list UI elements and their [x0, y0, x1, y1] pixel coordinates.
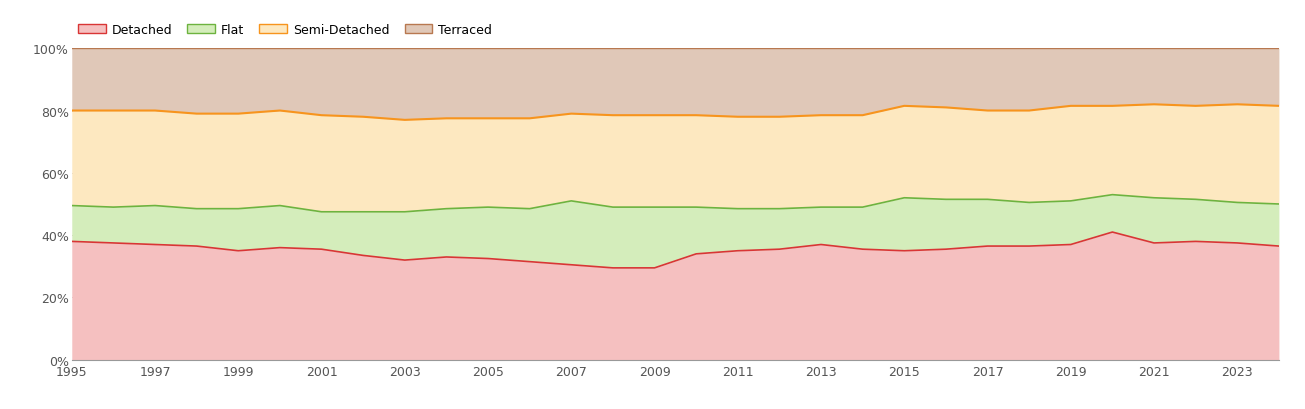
Legend: Detached, Flat, Semi-Detached, Terraced: Detached, Flat, Semi-Detached, Terraced — [78, 24, 492, 37]
